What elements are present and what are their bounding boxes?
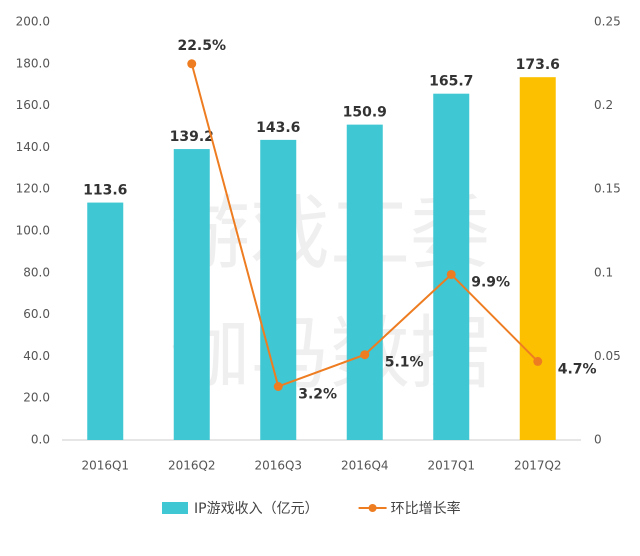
line-point	[187, 59, 197, 69]
y-tick-label: 100.0	[16, 224, 50, 238]
bar-value-label: 113.6	[83, 183, 127, 199]
bar-value-label: 165.7	[429, 74, 473, 90]
x-tick-label: 2016Q3	[254, 459, 302, 473]
bar	[346, 124, 383, 440]
bar	[519, 77, 556, 441]
line-value-label: 5.1%	[385, 355, 424, 371]
y-tick-label: 40.0	[23, 349, 50, 363]
y-tick-label: 200.0	[16, 15, 50, 29]
y2-tick-label: 0.1	[594, 265, 613, 279]
line-value-label: 22.5%	[177, 38, 226, 54]
line-point	[446, 269, 456, 279]
line-value-label: 9.9%	[471, 274, 510, 290]
legend-swatch	[162, 502, 188, 514]
line-point	[533, 356, 543, 366]
y-tick-label: 140.0	[16, 140, 50, 154]
legend-swatch	[368, 504, 377, 512]
line-point	[360, 350, 370, 360]
line-value-label: 3.2%	[298, 386, 337, 402]
y2-tick-label: 0.05	[594, 349, 621, 363]
x-tick-label: 2016Q4	[341, 459, 389, 473]
x-tick-label: 2017Q2	[514, 459, 562, 473]
y2-tick-label: 0.25	[594, 15, 621, 29]
y-tick-label: 180.0	[16, 56, 50, 70]
bar	[173, 149, 210, 440]
y2-tick-label: 0.15	[594, 182, 621, 196]
x-tick-label: 2017Q1	[427, 459, 475, 473]
bar	[87, 202, 124, 440]
y2-tick-label: 0.2	[594, 98, 613, 112]
y-tick-label: 0.0	[31, 433, 50, 447]
bar	[260, 139, 297, 440]
x-tick-label: 2016Q1	[81, 459, 129, 473]
y2-tick-label: 0	[594, 433, 602, 447]
y-tick-label: 160.0	[16, 98, 50, 112]
y-tick-label: 80.0	[23, 265, 50, 279]
x-tick-label: 2016Q2	[168, 459, 216, 473]
bar-value-label: 139.2	[170, 129, 214, 145]
bar-value-label: 173.6	[516, 57, 560, 73]
y-tick-label: 60.0	[23, 307, 50, 321]
y-tick-label: 120.0	[16, 182, 50, 196]
legend-label: IP游戏收入（亿元）	[194, 501, 319, 517]
line-value-label: 4.7%	[558, 361, 597, 377]
bar	[433, 93, 470, 440]
legend-label: 环比增长率	[391, 500, 461, 517]
bar-value-label: 143.6	[256, 120, 300, 136]
y-tick-label: 20.0	[23, 391, 50, 405]
line-point	[273, 381, 283, 391]
bar-value-label: 150.9	[343, 105, 387, 121]
